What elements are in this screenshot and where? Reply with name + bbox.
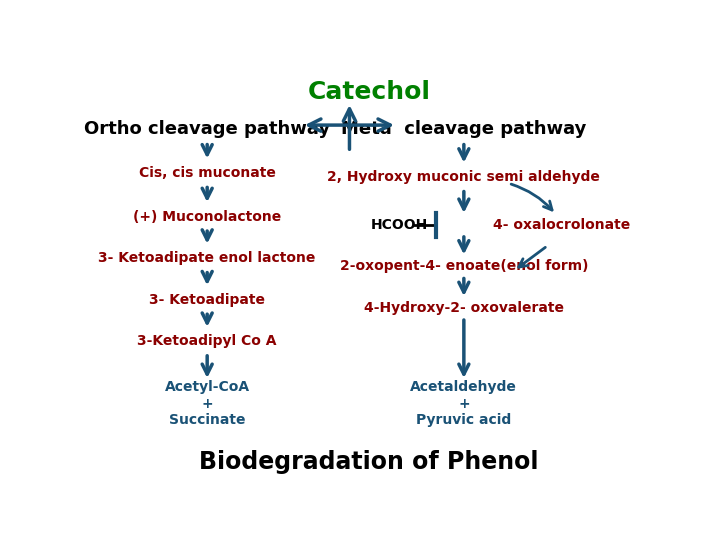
Text: 3- Ketoadipate enol lactone: 3- Ketoadipate enol lactone <box>99 251 316 265</box>
Text: Cis, cis muconate: Cis, cis muconate <box>139 166 276 180</box>
Text: 4- oxalocrolonate: 4- oxalocrolonate <box>493 218 630 232</box>
Text: Acetaldehyde
+
Pyruvic acid: Acetaldehyde + Pyruvic acid <box>410 381 517 427</box>
Text: 2-oxopent-4- enoate(enol form): 2-oxopent-4- enoate(enol form) <box>340 259 588 273</box>
Text: Biodegradation of Phenol: Biodegradation of Phenol <box>199 450 539 474</box>
Text: (+) Muconolactone: (+) Muconolactone <box>133 210 282 224</box>
Text: Catechol: Catechol <box>307 80 431 104</box>
Text: 2, Hydroxy muconic semi aldehyde: 2, Hydroxy muconic semi aldehyde <box>328 170 600 184</box>
Text: Ortho cleavage pathway: Ortho cleavage pathway <box>84 120 330 138</box>
Text: 3-Ketoadipyl Co A: 3-Ketoadipyl Co A <box>138 334 277 348</box>
Text: Acetyl-CoA
+
Succinate: Acetyl-CoA + Succinate <box>165 381 250 427</box>
Text: 3- Ketoadipate: 3- Ketoadipate <box>149 293 265 307</box>
Text: HCOOH: HCOOH <box>371 218 428 232</box>
Text: Meta  cleavage pathway: Meta cleavage pathway <box>341 120 587 138</box>
Text: 4-Hydroxy-2- oxovalerate: 4-Hydroxy-2- oxovalerate <box>364 301 564 315</box>
